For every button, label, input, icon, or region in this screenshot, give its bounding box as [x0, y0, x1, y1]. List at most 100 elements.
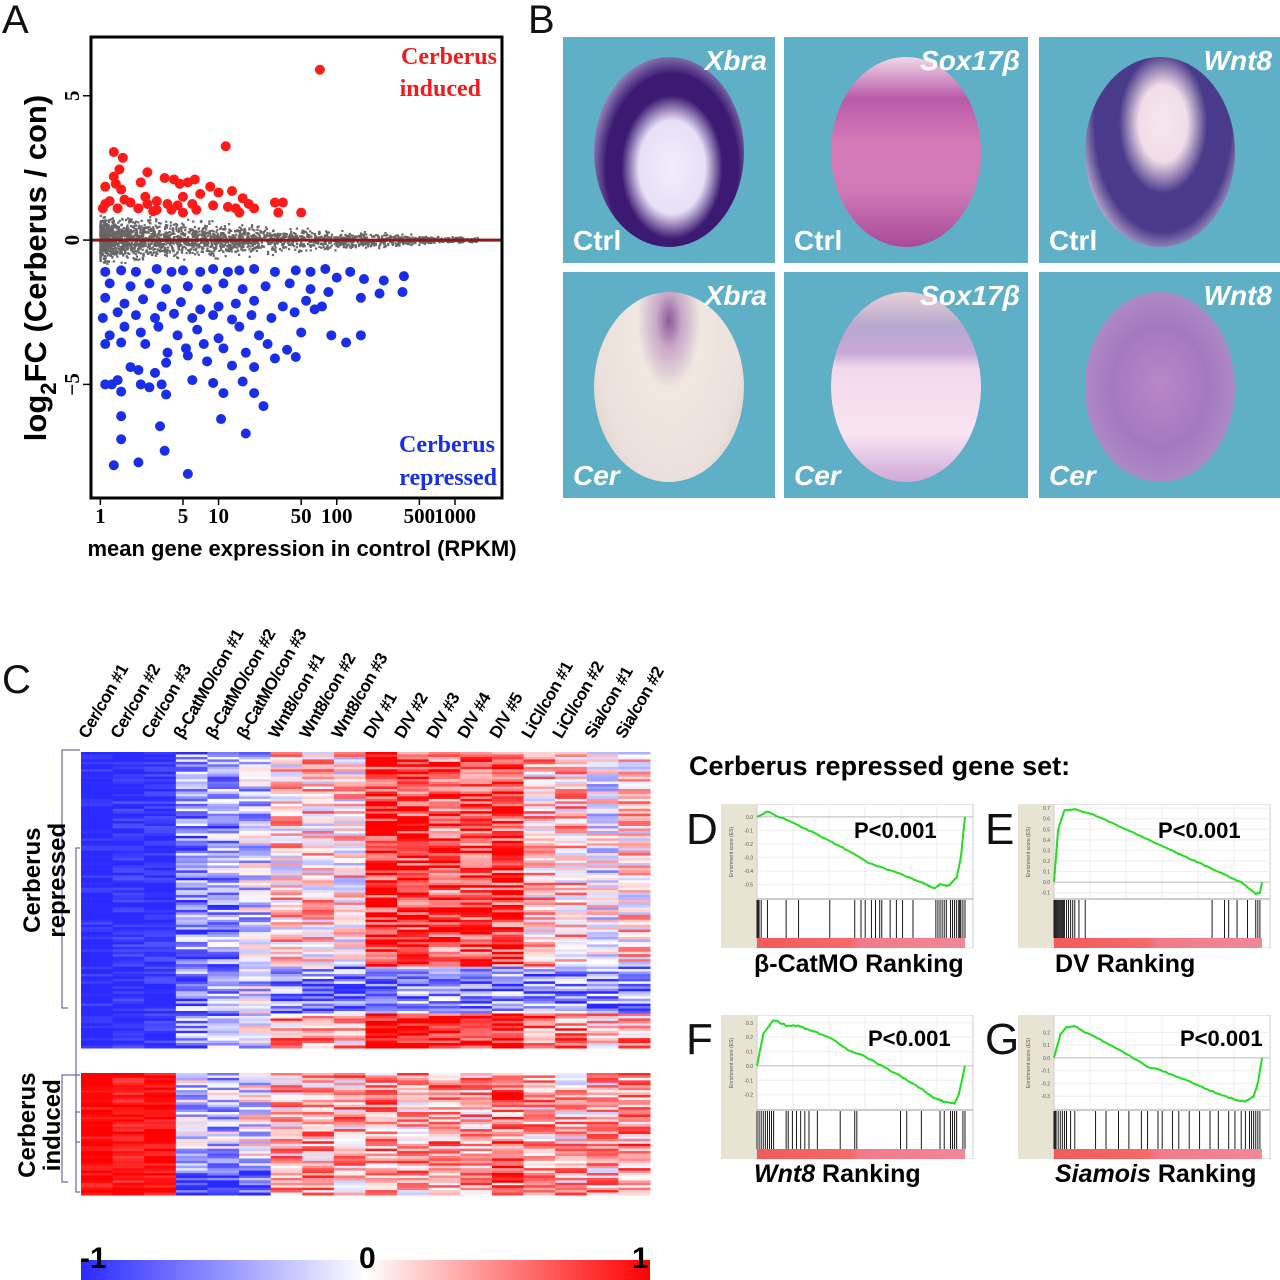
point-nonsignificant: [272, 254, 274, 256]
point-nonsignificant: [211, 230, 213, 232]
point-nonsignificant: [214, 257, 216, 259]
point-repressed: [173, 330, 183, 340]
point-nonsignificant: [224, 228, 226, 230]
point-nonsignificant: [120, 231, 122, 233]
point-nonsignificant: [198, 254, 200, 256]
point-nonsignificant: [114, 247, 116, 249]
point-nonsignificant: [170, 225, 172, 227]
point-nonsignificant: [150, 243, 152, 245]
point-nonsignificant: [300, 250, 302, 252]
point-nonsignificant: [136, 259, 138, 261]
point-nonsignificant: [167, 232, 169, 234]
point-repressed: [231, 299, 241, 309]
point-nonsignificant: [142, 249, 144, 251]
point-nonsignificant: [375, 243, 377, 245]
point-repressed: [278, 301, 288, 311]
point-nonsignificant: [144, 224, 146, 226]
point-induced: [136, 177, 146, 187]
point-nonsignificant: [104, 255, 106, 257]
point-nonsignificant: [198, 243, 200, 245]
point-repressed: [150, 313, 160, 323]
point-nonsignificant: [99, 258, 101, 260]
y-axis-label-sub: 2: [36, 382, 61, 394]
point-nonsignificant: [258, 234, 260, 236]
point-nonsignificant: [192, 220, 194, 222]
point-induced: [205, 182, 215, 192]
point-repressed: [227, 361, 237, 371]
point-nonsignificant: [190, 228, 192, 230]
point-nonsignificant: [349, 245, 351, 247]
point-nonsignificant: [458, 242, 460, 244]
point-nonsignificant: [279, 233, 281, 235]
point-repressed: [100, 339, 110, 349]
y-tick-label: 0: [60, 235, 84, 246]
point-nonsignificant: [268, 235, 270, 237]
point-nonsignificant: [299, 235, 301, 237]
point-repressed: [356, 293, 366, 303]
point-nonsignificant: [135, 225, 137, 227]
point-nonsignificant: [121, 262, 123, 264]
point-repressed: [341, 338, 351, 348]
point-nonsignificant: [365, 247, 367, 249]
point-nonsignificant: [262, 233, 264, 235]
point-nonsignificant: [195, 249, 197, 251]
point-repressed: [323, 287, 333, 297]
point-induced: [98, 203, 108, 213]
point-nonsignificant: [414, 242, 416, 244]
point-nonsignificant: [204, 233, 206, 235]
point-nonsignificant: [155, 220, 157, 222]
point-nonsignificant: [100, 227, 102, 229]
point-nonsignificant: [306, 232, 308, 234]
point-nonsignificant: [128, 253, 130, 255]
point-induced: [178, 192, 188, 202]
point-nonsignificant: [109, 219, 111, 221]
point-nonsignificant: [206, 247, 208, 249]
point-repressed: [234, 265, 244, 275]
point-nonsignificant: [410, 233, 412, 235]
x-axis-label: mean gene expression in control (RPKM): [87, 536, 516, 561]
point-repressed: [98, 313, 108, 323]
point-nonsignificant: [104, 261, 106, 263]
point-induced: [133, 203, 143, 213]
point-nonsignificant: [324, 248, 326, 250]
point-nonsignificant: [243, 243, 245, 245]
point-nonsignificant: [352, 244, 354, 246]
point-repressed: [119, 322, 129, 332]
point-nonsignificant: [110, 252, 112, 254]
point-nonsignificant: [232, 234, 234, 236]
point-nonsignificant: [346, 244, 348, 246]
embryo: [831, 292, 981, 482]
point-nonsignificant: [107, 260, 109, 262]
point-nonsignificant: [251, 226, 253, 228]
point-nonsignificant: [100, 215, 102, 217]
point-nonsignificant: [385, 245, 387, 247]
point-nonsignificant: [153, 243, 155, 245]
point-repressed: [153, 322, 163, 332]
point-repressed: [144, 382, 154, 392]
point-repressed: [249, 296, 259, 306]
point-nonsignificant: [155, 218, 157, 220]
point-nonsignificant: [150, 229, 152, 231]
point-nonsignificant: [242, 246, 244, 248]
embryo-condition-label: Cer: [1049, 460, 1096, 492]
point-induced: [208, 200, 218, 210]
point-nonsignificant: [172, 250, 174, 252]
point-repressed: [157, 301, 167, 311]
point-induced: [109, 147, 119, 157]
point-nonsignificant: [215, 226, 217, 228]
point-induced: [278, 198, 288, 208]
point-nonsignificant: [383, 234, 385, 236]
point-induced: [195, 189, 205, 199]
point-nonsignificant: [326, 246, 328, 248]
point-nonsignificant: [103, 249, 105, 251]
point-nonsignificant: [249, 245, 251, 247]
point-nonsignificant: [117, 227, 119, 229]
point-nonsignificant: [207, 250, 209, 252]
y-axis-label-rest: FC (Cerberus / con): [18, 95, 53, 383]
point-repressed: [202, 284, 212, 294]
point-nonsignificant: [100, 249, 102, 251]
point-nonsignificant: [187, 219, 189, 221]
point-nonsignificant: [107, 249, 109, 251]
point-nonsignificant: [155, 255, 157, 257]
